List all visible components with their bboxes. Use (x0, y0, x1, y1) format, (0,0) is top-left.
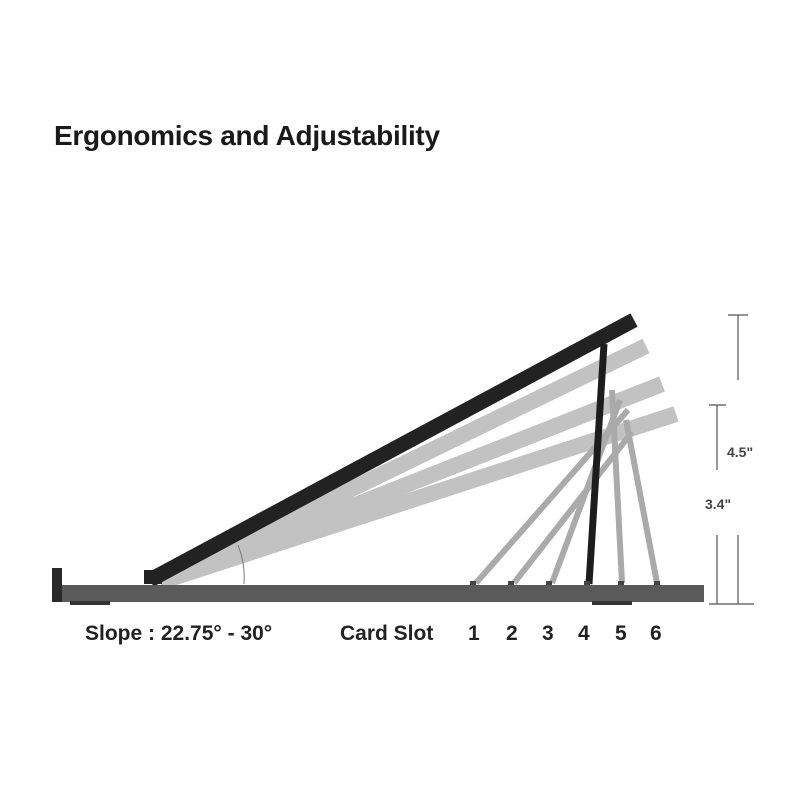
angle-arc (237, 544, 245, 585)
card-slot-label: Card Slot (340, 622, 434, 645)
slot-number-2: 2 (506, 622, 518, 645)
dimension-upper-label: 4.5" (727, 444, 754, 460)
slot-number-4: 4 (578, 622, 590, 645)
ghost-legs (473, 389, 660, 585)
slope-label: Slope : 22.75° - 30° (85, 622, 273, 645)
active-panel (146, 313, 638, 587)
dimension-lower-label: 3.4" (705, 496, 732, 512)
page-title: Ergonomics and Adjustability (54, 120, 440, 151)
panel-hinge (144, 570, 162, 584)
base-plate (52, 585, 704, 602)
ghost-leg-6 (623, 419, 660, 584)
active-leg (585, 343, 608, 585)
ghost-leg-5 (609, 389, 625, 584)
base-lip (52, 568, 62, 602)
ghost-panel-3 (157, 406, 679, 590)
base-foot-left (70, 601, 110, 605)
slot-number-5: 5 (615, 622, 627, 645)
slot-number-3: 3 (542, 622, 554, 645)
ghost-panels (156, 338, 679, 590)
base-foot-right (592, 601, 632, 605)
slot-number-1: 1 (468, 622, 480, 645)
ghost-leg-3 (549, 398, 623, 585)
slot-number-6: 6 (650, 622, 662, 645)
slot-notches (470, 581, 660, 585)
dimension-lower (709, 404, 754, 605)
dimension-upper (728, 314, 748, 604)
ghost-leg-2 (511, 430, 635, 585)
